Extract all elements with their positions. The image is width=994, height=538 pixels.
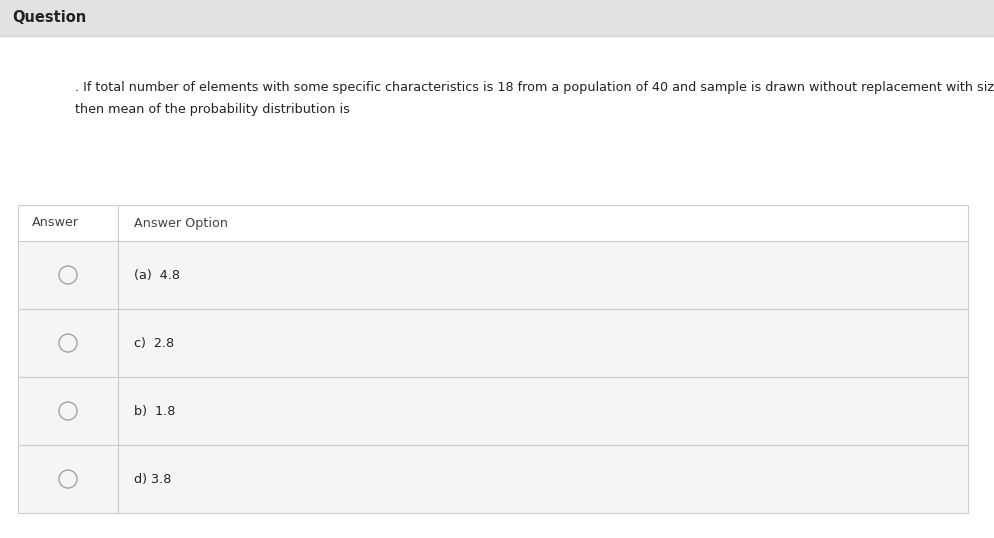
Text: b)  1.8: b) 1.8: [134, 405, 175, 417]
FancyBboxPatch shape: [0, 0, 994, 36]
FancyBboxPatch shape: [18, 377, 968, 445]
Text: c)  2.8: c) 2.8: [134, 336, 174, 350]
Text: d) 3.8: d) 3.8: [134, 472, 171, 485]
Text: Answer: Answer: [32, 216, 80, 230]
FancyBboxPatch shape: [18, 445, 968, 513]
Text: Answer Option: Answer Option: [134, 216, 228, 230]
Text: . If total number of elements with some specific characteristics is 18 from a po: . If total number of elements with some …: [75, 81, 994, 95]
Text: (a)  4.8: (a) 4.8: [134, 268, 180, 281]
Text: Question: Question: [12, 11, 86, 25]
FancyBboxPatch shape: [18, 205, 968, 241]
FancyBboxPatch shape: [18, 309, 968, 377]
Text: then mean of the probability distribution is: then mean of the probability distributio…: [75, 103, 350, 117]
FancyBboxPatch shape: [0, 36, 994, 538]
FancyBboxPatch shape: [18, 241, 968, 309]
